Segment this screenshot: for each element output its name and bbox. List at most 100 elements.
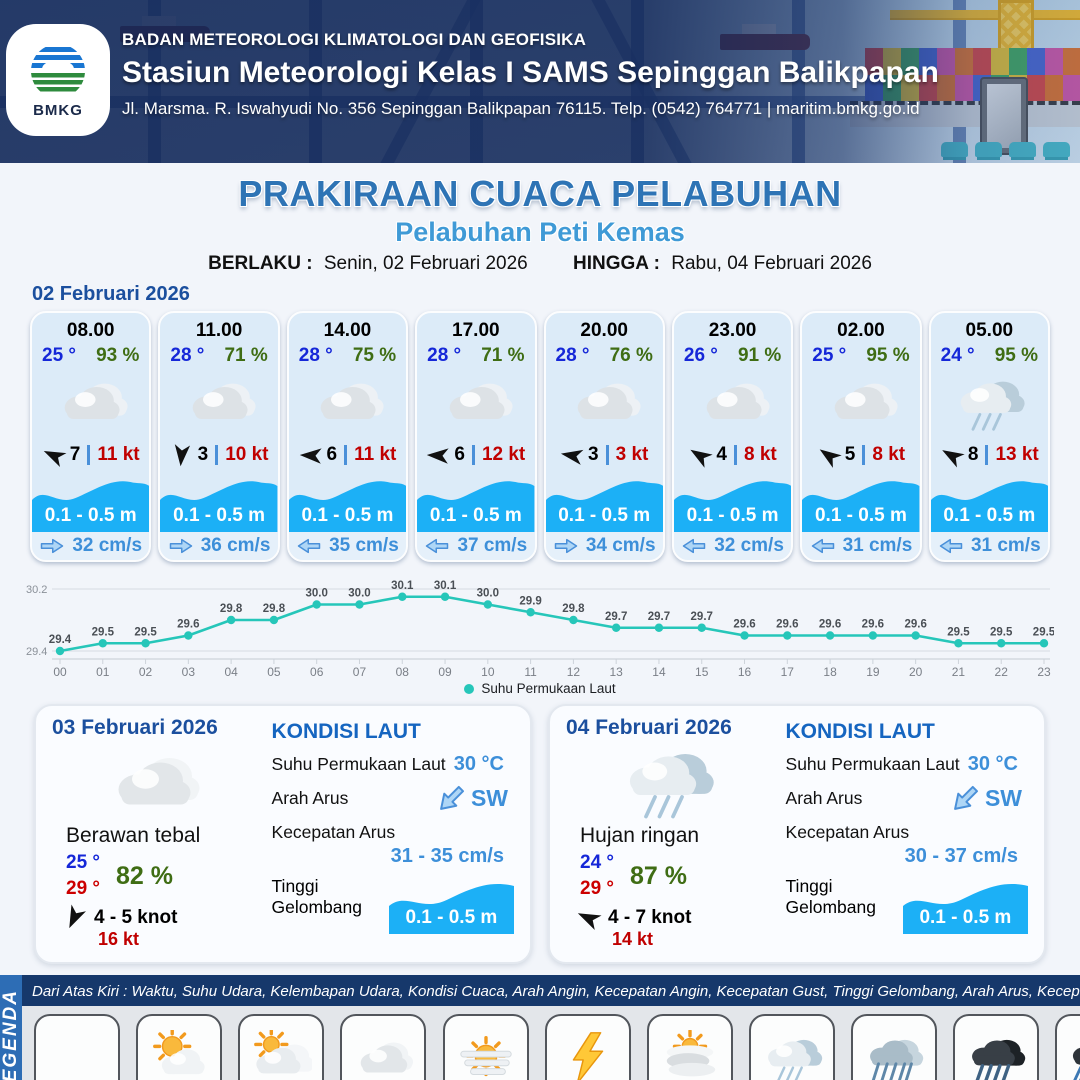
humidity: 91 % [737, 345, 782, 366]
wave-shape [802, 481, 920, 532]
svg-text:06: 06 [310, 665, 324, 679]
day-date: 04 Februari 2026 [566, 716, 732, 739]
chart-series-label: Suhu Permukaan Laut [481, 681, 616, 696]
air-temperature: 28 ° [170, 345, 205, 366]
valid-to-value: Rabu, 04 Februari 2026 [671, 253, 872, 274]
svg-text:29.4: 29.4 [49, 634, 72, 646]
header-overlay [0, 0, 1080, 163]
legend-item: Petir [544, 1014, 631, 1080]
day-card: 03 Februari 2026 Berawan tebal 25 ° 29 °… [34, 704, 532, 964]
wave-shape [288, 481, 407, 532]
weather-icon [602, 740, 732, 824]
daily-cards-row: 03 Februari 2026 Berawan tebal 25 ° 29 °… [0, 696, 1080, 964]
legend-note: Dari Atas Kiri : Waktu, Suhu Udara, Kele… [22, 977, 1080, 1006]
wave-height-band: 0.1 - 0.5 m [802, 474, 920, 532]
sst-line-chart: 30.2 29.429.4 00 29.5 01 29.5 02 29.6 03 29.8 04 29… [26, 580, 1054, 679]
forecast-card: 14.00 28 ° 75 % 6 11 kt [286, 311, 409, 562]
legend-item: Cerah Berawan [136, 1014, 223, 1080]
forecast-time: 20.00 [580, 320, 628, 341]
svg-text:29.6: 29.6 [862, 619, 884, 631]
wind-row: 6 11 kt [289, 439, 406, 471]
wave-height-box: 0.1 - 0.5 m [902, 878, 1028, 934]
bmkg-logo: BMKG [6, 24, 110, 136]
current-speed-value: 30 - 37 cm/s [904, 845, 1018, 867]
humidity: 93 % [96, 345, 140, 366]
wind-gust: 13 kt [995, 444, 1039, 465]
svg-text:29.8: 29.8 [220, 603, 243, 615]
current-speed: 36 cm/s [200, 535, 271, 556]
wind-row: 3 10 kt [160, 439, 277, 471]
svg-text:30.0: 30.0 [348, 588, 370, 600]
wind-direction-icon [814, 441, 843, 468]
current-direction-value: SW [984, 785, 1022, 811]
wind-gust: 11 kt [354, 444, 397, 465]
separator [605, 445, 609, 465]
current-direction-label: Arah Arus [271, 788, 349, 808]
wind-gust: 3 kt [615, 444, 649, 465]
weather-icon [802, 367, 919, 439]
svg-text:29.5: 29.5 [92, 626, 115, 638]
legend-item: Berawan Tebal [340, 1014, 427, 1080]
air-temperature: 25 ° [812, 345, 847, 366]
validity-row: BERLAKU : Senin, 02 Februari 2026 HINGGA… [0, 253, 1080, 275]
legend-item: Hujan Sedang [851, 1014, 937, 1080]
legend-item: Hujan Ringan [748, 1014, 835, 1080]
day-card: 04 Februari 2026 Hujan ringan 24 ° 29 ° … [548, 704, 1046, 964]
humidity: 71 % [224, 345, 268, 366]
valid-from-label: BERLAKU : [208, 253, 313, 274]
wind-speed: 3 [197, 444, 209, 465]
wind-direction-icon [298, 446, 322, 464]
wind-speed: 7 [69, 444, 81, 465]
forecast-time: 11.00 [195, 320, 243, 341]
legend-item-icon [238, 1014, 325, 1080]
weather-icon [88, 740, 218, 824]
svg-text:29.7: 29.7 [605, 611, 627, 623]
sst-label: Suhu Permukaan Laut [271, 754, 446, 774]
forecast-cards-row: 08.00 25 ° 93 % 7 11 kt [0, 311, 1080, 562]
forecast-time: 02.00 [837, 320, 885, 341]
wind-direction-icon [573, 905, 602, 931]
legend-item-icon [442, 1014, 529, 1080]
wave-height-value: 0.1 - 0.5 m [405, 907, 498, 928]
current-direction-icon [938, 537, 964, 555]
svg-text:13: 13 [609, 665, 623, 679]
svg-text:29.7: 29.7 [691, 611, 713, 623]
wave-shape [32, 481, 150, 532]
current-row: 32 cm/s [32, 532, 150, 560]
svg-text:29.6: 29.6 [776, 619, 798, 631]
svg-text:30.0: 30.0 [306, 588, 328, 600]
air-temperature: 25 ° [42, 345, 77, 366]
current-speed: 32 cm/s [714, 535, 784, 556]
current-direction-icon [810, 537, 836, 555]
wave-height: 0.1 - 0.5 m [173, 505, 265, 526]
station-address: Jl. Marsma. R. Iswahyudi No. 356 Sepingg… [122, 99, 920, 118]
svg-text:30.1: 30.1 [391, 580, 414, 592]
temp-max: 29 ° [580, 878, 615, 899]
svg-text:18: 18 [823, 665, 837, 679]
current-row: 34 cm/s [545, 532, 663, 560]
legend-item: Cerah [34, 1014, 120, 1080]
valid-from-value: Senin, 02 Februari 2026 [323, 253, 528, 274]
legend-item-icon [340, 1014, 427, 1080]
legend-item-icon [646, 1014, 733, 1080]
current-speed: 37 cm/s [457, 535, 528, 556]
forecast-time: 08.00 [66, 320, 115, 341]
bmkg-logo-text: BMKG [33, 101, 83, 119]
current-direction-value: SW [470, 785, 508, 811]
bmkg-logo-icon [31, 43, 85, 98]
wave-height: 0.1 - 0.5 m [301, 505, 394, 526]
wave-height-band: 0.1 - 0.5 m [160, 474, 278, 532]
page-subtitle: Pelabuhan Peti Kemas [395, 217, 685, 247]
wave-height: 0.1 - 0.5 m [943, 505, 1036, 526]
current-direction-label: Arah Arus [785, 788, 863, 808]
separator [985, 445, 989, 465]
weather-icon [931, 367, 1048, 439]
valid-to-label: HINGGA : [573, 253, 660, 274]
current-speed-label: Kecepatan Arus [785, 822, 910, 842]
wind-row: 4 8 kt [674, 439, 791, 471]
wind-gust: 16 kt [98, 929, 140, 949]
current-direction-icon [430, 778, 471, 819]
wave-height-label: Tinggi Gelombang [785, 876, 876, 917]
forecast-card: 20.00 28 ° 76 % 3 3 kt [543, 311, 665, 562]
